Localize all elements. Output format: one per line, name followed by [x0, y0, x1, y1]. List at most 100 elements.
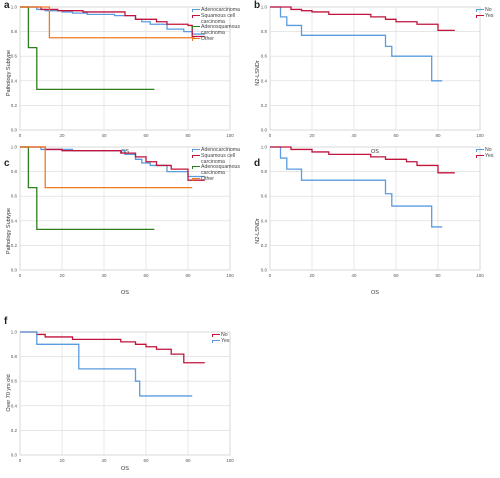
km-chart-c: 0 20 40 60 80 100 0.0 0.2 0.4 0.6 0.8 1.0: [11, 145, 235, 279]
panel-letter-f: f: [4, 316, 8, 327]
km-curve-no: [20, 331, 205, 364]
panel-letter-c: c: [4, 158, 10, 169]
panel-letter-b: b: [254, 0, 261, 11]
legend-swatch: [476, 9, 484, 12]
y-tick-label: 0.2: [261, 243, 268, 248]
y-tick-label: 0.4: [11, 403, 18, 408]
x-tick-label: 0: [19, 273, 22, 278]
y-tick-label: 0.6: [11, 379, 18, 384]
x-tick-label: 0: [19, 458, 22, 463]
legend-f: No Yes: [212, 332, 229, 345]
legend-item-other: Other: [192, 36, 247, 43]
y-tick-label: 0.0: [261, 268, 268, 273]
legend-item-no: No: [476, 147, 493, 154]
x-tick-label: 0: [269, 133, 272, 138]
legend-item-other: Other: [192, 176, 250, 183]
legend-swatch: [192, 154, 200, 158]
y-tick-label: 0.4: [11, 78, 18, 83]
y-tick-label: 0.8: [261, 169, 268, 174]
x-tick-label: 100: [476, 133, 484, 138]
x-axis-label-d: OS: [371, 290, 379, 296]
x-axis-label-b: OS: [371, 149, 379, 155]
x-tick-label: 20: [309, 133, 315, 138]
y-tick-label: 0.6: [11, 194, 18, 199]
panel-b: b N2-LSNDr 0 20 40 60 80 100 0.0 0.2 0.4 0.6 0.8 1.…: [250, 0, 500, 160]
x-tick-label: 80: [185, 133, 191, 138]
y-tick-label: 0.8: [11, 169, 18, 174]
x-tick-label: 80: [185, 273, 191, 278]
legend-swatch: [192, 178, 200, 182]
legend-swatch: [192, 14, 200, 18]
x-tick-label: 20: [309, 273, 315, 278]
legend-b: No Yes: [476, 7, 493, 20]
km-chart-f: 0 20 40 60 80 100 0.0 0.2 0.4 0.6 0.8 1.0: [11, 330, 235, 464]
km-chart-a: 0 20 40 60 80 100 0.0 0.2 0.4 0.6 0.8 1.0: [11, 5, 235, 139]
x-tick-label: 100: [226, 273, 234, 278]
panel-a: a Pathology Subtype 0 20 40 60 80 100 0.0 0.2 0.…: [0, 0, 250, 160]
y-tick-label: 0.8: [11, 354, 18, 359]
x-tick-label: 80: [185, 458, 191, 463]
y-tick-label: 0.6: [11, 54, 18, 59]
legend-item-yes: Yes: [212, 338, 229, 345]
km-curve-no: [270, 6, 443, 82]
legend-item-adenocarcinoma: Adenocarcinoma: [192, 147, 250, 154]
legend-swatch: [476, 14, 484, 18]
x-tick-label: 20: [59, 133, 65, 138]
x-tick-label: 40: [351, 133, 357, 138]
x-tick-label: 60: [143, 133, 149, 138]
legend-swatch: [476, 149, 484, 152]
y-tick-label: 0.8: [261, 29, 268, 34]
x-tick-label: 100: [226, 458, 234, 463]
x-tick-label: 100: [476, 273, 484, 278]
y-tick-label: 0.0: [261, 128, 268, 133]
panel-f: f Over 70 yrs old 0 20 40 60 80 100 0.0 0.2 0.4 0…: [0, 316, 250, 478]
y-tick-label: 0.6: [261, 194, 268, 199]
km-curve-other: [20, 146, 193, 189]
y-tick-label: 0.0: [11, 128, 18, 133]
km-curve-adenocarcinoma: [20, 146, 205, 178]
panel-c: c Pathology Subtype 0 20 40 60 80 100 0.0 0.2 0.…: [0, 145, 250, 320]
x-tick-label: 40: [101, 273, 107, 278]
x-tick-label: 40: [351, 273, 357, 278]
legend-item-squamous: Squamous cell carcinoma: [192, 13, 247, 26]
legend-swatch: [192, 38, 200, 42]
x-axis-label-f: OS: [121, 466, 129, 472]
km-curve-adenocarcinoma: [20, 6, 205, 35]
legend-item-no: No: [212, 332, 229, 339]
legend-item-squamous: Squamous cell carcinoma: [192, 153, 250, 166]
y-tick-label: 0.0: [11, 268, 18, 273]
legend-item-adenosquamous: Adenosquamous carcinoma: [192, 25, 247, 37]
x-tick-label: 20: [59, 273, 65, 278]
x-tick-label: 20: [59, 458, 65, 463]
km-chart-b: 0 20 40 60 80 100 0.0 0.2 0.4 0.6 0.8 1.0: [261, 5, 485, 139]
x-tick-label: 80: [435, 133, 441, 138]
x-tick-label: 0: [269, 273, 272, 278]
x-tick-label: 60: [393, 273, 399, 278]
y-tick-label: 0.2: [11, 428, 18, 433]
x-tick-label: 60: [393, 133, 399, 138]
km-curve-yes: [270, 146, 455, 174]
legend-c: Adenocarcinoma Squamous cell carcinoma A…: [192, 147, 250, 183]
legend-swatch: [192, 149, 200, 152]
y-tick-label: 1.0: [261, 145, 268, 150]
legend-a: Adenocarcinoma Squamous cell carcinoma A…: [192, 7, 247, 43]
legend-swatch: [192, 166, 200, 170]
km-curve-other: [20, 6, 195, 39]
y-tick-label: 0.4: [261, 78, 268, 83]
km-curve-no: [270, 146, 443, 228]
y-tick-label: 0.0: [11, 453, 18, 458]
y-tick-label: 1.0: [11, 330, 18, 335]
panel-letter-a: a: [4, 0, 10, 11]
panel-d: d N2-LSNDr 0 20 40 60 80 100 0.0 0.2 0.4 0.6 0.8 1.…: [250, 145, 500, 320]
km-curve-squamous-cell-carcinoma: [20, 146, 205, 181]
legend-item-yes: Yes: [476, 153, 493, 160]
legend-d: No Yes: [476, 147, 493, 160]
y-tick-label: 0.8: [11, 29, 18, 34]
legend-swatch: [212, 339, 220, 343]
plot-frame: [19, 331, 231, 456]
y-tick-label: 1.0: [11, 145, 18, 150]
km-curve-squamous-cell-carcinoma: [20, 6, 205, 38]
y-tick-label: 1.0: [261, 5, 268, 10]
legend-swatch: [192, 9, 200, 12]
x-tick-label: 40: [101, 458, 107, 463]
